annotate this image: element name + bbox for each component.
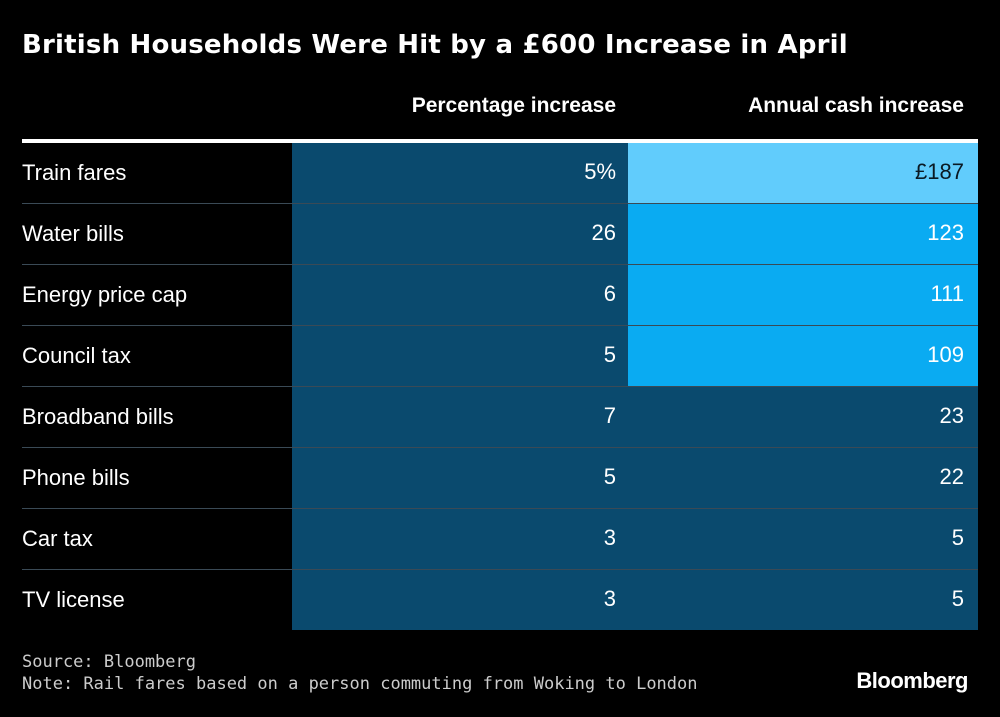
row-divider [22,508,978,509]
row-label: Car tax [22,526,93,551]
row-label: Train fares [22,160,127,185]
percentage-cell: 7 [292,387,628,447]
percentage-cell: 3 [292,570,628,630]
cash-cell: 22 [628,448,978,508]
percentage-cell: 5 [292,326,628,386]
table-row: Car tax 3 5 [0,509,1000,570]
table-row: Water bills 26 123 [0,204,1000,265]
row-divider [22,447,978,448]
cash-cell: 111 [628,265,978,325]
note-text: Note: Rail fares based on a person commu… [22,674,698,694]
table-row: Train fares 5% £187 [0,143,1000,204]
column-header-cash: Annual cash increase [748,94,964,117]
cash-cell: 5 [628,509,978,569]
percentage-cell: 3 [292,509,628,569]
row-divider [22,325,978,326]
row-label: Energy price cap [22,282,188,307]
row-divider [22,203,978,204]
row-divider [22,569,978,570]
cash-cell: 109 [628,326,978,386]
column-header-percentage: Percentage increase [411,94,616,117]
row-label: TV license [22,587,125,612]
bloomberg-logo: Bloomberg [856,668,968,693]
percentage-cell: 6 [292,265,628,325]
row-divider [22,386,978,387]
table-row: Council tax 5 109 [0,326,1000,387]
header-rule [22,139,978,143]
table-row: Phone bills 5 22 [0,448,1000,509]
source-text: Source: Bloomberg [22,652,196,672]
row-label: Phone bills [22,465,130,490]
source-notes: Source: Bloomberg Note: Rail fares based… [22,651,698,695]
chart-title: British Households Were Hit by a £600 In… [22,30,848,60]
cash-cell: £187 [628,143,978,203]
row-label: Broadband bills [22,404,174,429]
cash-cell: 123 [628,204,978,264]
row-label: Water bills [22,221,124,246]
cash-cell: 5 [628,570,978,630]
percentage-cell: 5% [292,143,628,203]
cash-cell: 23 [628,387,978,447]
table-row: TV license 3 5 [0,570,1000,631]
table-row: Broadband bills 7 23 [0,387,1000,448]
percentage-cell: 5 [292,448,628,508]
percentage-cell: 26 [292,204,628,264]
row-divider [22,264,978,265]
row-label: Council tax [22,343,131,368]
table-row: Energy price cap 6 111 [0,265,1000,326]
